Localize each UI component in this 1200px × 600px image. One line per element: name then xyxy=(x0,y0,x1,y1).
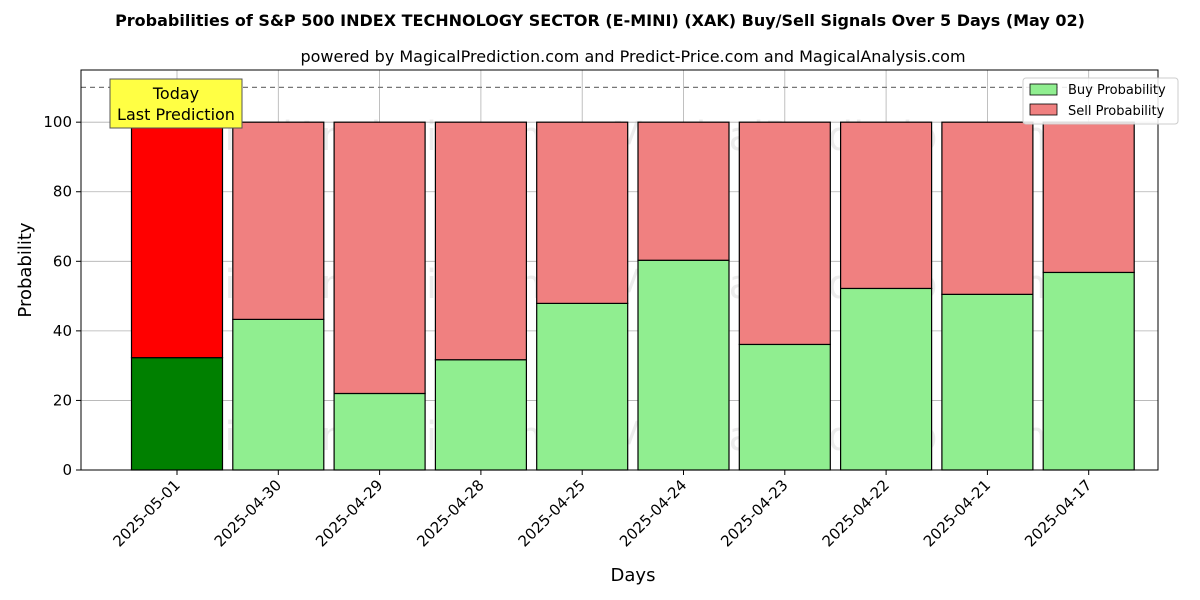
legend-label-buy: Buy Probability xyxy=(1068,83,1166,98)
bar-buy-2025-04-21 xyxy=(941,293,1034,471)
x-tick-label: 2025-04-30 xyxy=(211,476,285,550)
bar-sell-2025-04-17 xyxy=(1042,121,1135,274)
chart-subtitle: powered by MagicalPrediction.com and Pre… xyxy=(300,47,965,66)
x-tick-label: 2025-05-01 xyxy=(109,476,183,550)
bar-sell-2025-04-30 xyxy=(232,121,325,320)
bar-buy-2025-04-29 xyxy=(333,392,426,471)
y-axis-ticks: 0 20 40 60 80 100 xyxy=(43,113,81,479)
legend-swatch-buy xyxy=(1029,83,1058,96)
bar-buy-2025-04-28 xyxy=(434,359,527,471)
y-tick-label: 0 xyxy=(62,461,72,479)
annotation-line-1: Today xyxy=(152,84,199,103)
x-tick-label: 2025-04-22 xyxy=(819,476,893,550)
legend-swatch-sell xyxy=(1029,103,1058,116)
bar-sell-2025-04-28 xyxy=(434,121,527,361)
y-tick-label: 100 xyxy=(43,113,72,131)
y-tick-label: 80 xyxy=(53,183,72,201)
y-tick-label: 20 xyxy=(53,391,72,409)
legend: Buy Probability Sell Probability xyxy=(1022,77,1179,125)
x-tick-label: 2025-04-28 xyxy=(413,476,487,550)
bar-sell-2025-05-01 xyxy=(130,121,224,359)
x-tick-label: 2025-04-23 xyxy=(717,476,791,550)
y-axis-label: Probability xyxy=(15,222,36,317)
bar-sell-2025-04-24 xyxy=(637,121,730,261)
today-annotation: Today Last Prediction xyxy=(109,78,243,129)
x-tick-label: 2025-04-29 xyxy=(312,476,386,550)
x-tick-label: 2025-04-25 xyxy=(515,476,589,550)
x-axis-ticks: 2025-05-01 2025-04-30 2025-04-29 2025-04-28… xyxy=(109,470,1096,550)
x-axis-label: Days xyxy=(611,565,656,586)
x-tick-label: 2025-04-21 xyxy=(920,476,994,550)
legend-label-sell: Sell Probability xyxy=(1068,104,1165,119)
bar-buy-2025-04-22 xyxy=(839,287,933,471)
bar-buy-2025-04-23 xyxy=(738,343,831,471)
chart-title: Probabilities of S&P 500 INDEX TECHNOLOG… xyxy=(115,11,1085,30)
y-tick-label: 40 xyxy=(53,322,72,340)
bar-buy-2025-05-01 xyxy=(130,357,224,471)
bar-sell-2025-04-25 xyxy=(536,121,629,304)
plot-frame xyxy=(80,69,1159,471)
bar-buy-2025-04-25 xyxy=(536,302,629,471)
bar-sell-2025-04-29 xyxy=(333,121,426,395)
legend-box xyxy=(1022,77,1179,125)
annotation-box xyxy=(109,78,243,129)
x-tick-label: 2025-04-17 xyxy=(1021,476,1095,550)
bar-sell-2025-04-21 xyxy=(941,121,1034,295)
x-tick-label: 2025-04-24 xyxy=(616,476,690,550)
bars xyxy=(130,121,1135,471)
bar-buy-2025-04-17 xyxy=(1042,271,1135,471)
bar-buy-2025-04-24 xyxy=(637,259,730,471)
bar-sell-2025-04-23 xyxy=(738,121,831,346)
annotation-line-2: Last Prediction xyxy=(117,105,235,124)
bar-sell-2025-04-22 xyxy=(839,121,933,290)
y-tick-label: 60 xyxy=(53,252,72,270)
bar-buy-2025-04-30 xyxy=(232,318,325,471)
